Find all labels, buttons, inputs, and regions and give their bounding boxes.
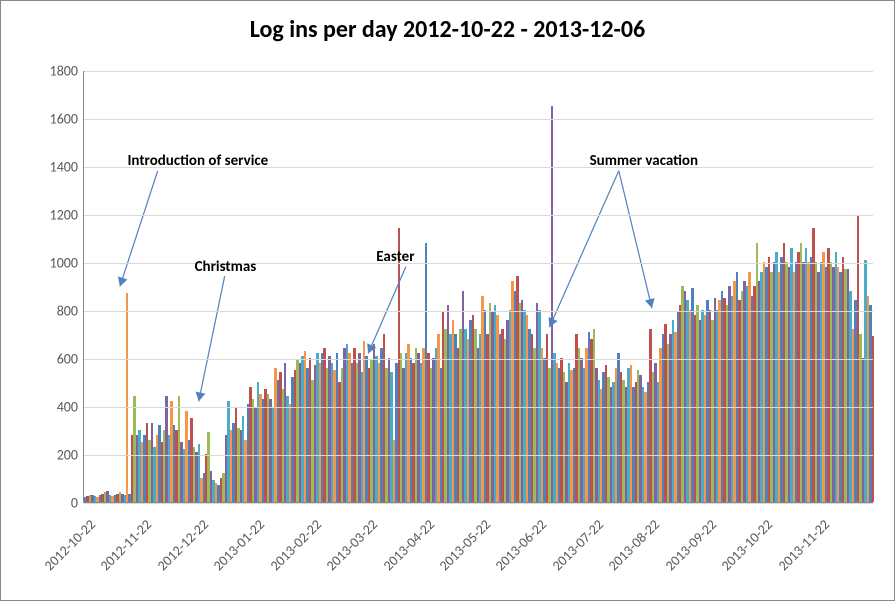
gridline bbox=[84, 503, 873, 504]
x-tick-label: 2013-09-22 bbox=[661, 516, 719, 574]
gridline bbox=[84, 71, 873, 72]
gridline bbox=[84, 215, 873, 216]
x-tick-label: 2013-10-22 bbox=[718, 516, 776, 574]
y-tick-label: 1800 bbox=[50, 63, 78, 80]
x-tick-label: 2013-01-22 bbox=[210, 516, 268, 574]
x-tick-label: 2013-06-22 bbox=[492, 516, 550, 574]
bar bbox=[126, 293, 128, 502]
bars-group bbox=[84, 71, 873, 502]
chart-container: Log ins per day 2012-10-22 - 2013-12-06 … bbox=[5, 5, 890, 596]
gridline bbox=[84, 119, 873, 120]
x-tick-label: 2013-11-22 bbox=[774, 516, 832, 574]
x-tick-label: 2013-04-22 bbox=[379, 516, 437, 574]
x-tick-label: 2012-12-22 bbox=[154, 516, 212, 574]
annotation-label: Easter bbox=[376, 248, 414, 266]
y-tick-label: 600 bbox=[57, 351, 78, 368]
x-tick-label: 2013-08-22 bbox=[605, 516, 663, 574]
gridline bbox=[84, 455, 873, 456]
x-tick-label: 2012-10-22 bbox=[41, 516, 99, 574]
plot-area: 0200400600800100012001400160018002012-10… bbox=[83, 71, 873, 503]
y-tick-label: 1200 bbox=[50, 207, 78, 224]
x-tick-label: 2012-11-22 bbox=[97, 516, 155, 574]
y-tick-label: 1400 bbox=[50, 159, 78, 176]
bar bbox=[872, 336, 874, 502]
x-tick-label: 2013-05-22 bbox=[436, 516, 494, 574]
x-tick-label: 2013-07-22 bbox=[549, 516, 607, 574]
gridline bbox=[84, 407, 873, 408]
y-tick-label: 400 bbox=[57, 399, 78, 416]
chart-title: Log ins per day 2012-10-22 - 2013-12-06 bbox=[5, 15, 890, 44]
x-tick-label: 2013-03-22 bbox=[323, 516, 381, 574]
y-tick-label: 1600 bbox=[50, 111, 78, 128]
gridline bbox=[84, 359, 873, 360]
x-tick-label: 2013-02-22 bbox=[266, 516, 324, 574]
gridline bbox=[84, 311, 873, 312]
y-tick-label: 0 bbox=[71, 495, 78, 512]
y-tick-label: 1000 bbox=[50, 255, 78, 272]
annotation-label: Introduction of service bbox=[127, 152, 268, 170]
y-tick-label: 800 bbox=[57, 303, 78, 320]
annotation-label: Summer vacation bbox=[590, 152, 698, 170]
y-tick-label: 200 bbox=[57, 447, 78, 464]
annotation-label: Christmas bbox=[195, 258, 257, 276]
